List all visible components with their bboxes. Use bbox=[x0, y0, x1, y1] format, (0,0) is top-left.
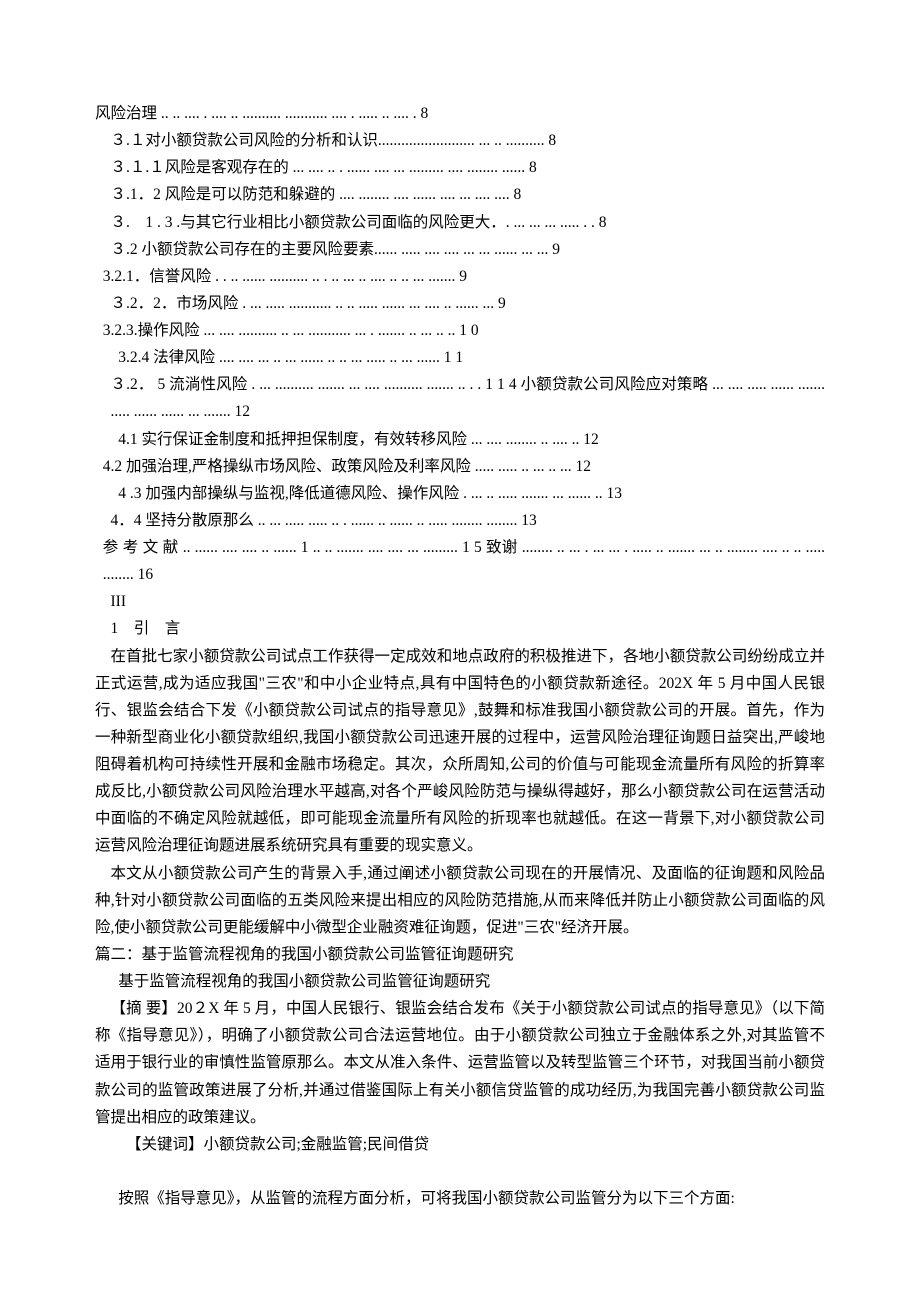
paragraph: 在首批七家小额贷款公司试点工作获得一定成效和地点政府的积极推进下，各地小额贷款公… bbox=[95, 643, 825, 860]
page-number-roman: III bbox=[95, 588, 825, 615]
keywords: 【关键词】小额贷款公司;金融监管;民间借贷 bbox=[95, 1131, 825, 1158]
toc-entry: ３.1．2 风险是可以防范和躲避的 .... ........ .... ...… bbox=[95, 181, 825, 208]
blank-line bbox=[95, 1158, 825, 1185]
toc-entry: ３.2． 5 流淌性风险 . ... .......... ....... ..… bbox=[95, 371, 825, 425]
toc-entry: ３. 1 . 3 .与其它行业相比小额贷款公司面临的风险更大．. ... ...… bbox=[95, 209, 825, 236]
toc-entry: 4．4 坚持分散原那么 .. ... ..... ..... .. . ....… bbox=[95, 507, 825, 534]
toc-entry: 4.1 实行保证金制度和抵押担保制度，有效转移风险 ... .... .....… bbox=[95, 426, 825, 453]
section-heading: 篇二：基于监管流程视角的我国小额贷款公司监管征询题研究 bbox=[95, 941, 825, 968]
toc-entry: ３.１对小额贷款公司风险的分析和认识......................… bbox=[95, 127, 825, 154]
toc-entry: ３.2 小额贷款公司存在的主要风险要素...... ..... .... ...… bbox=[95, 236, 825, 263]
toc-entry: 风险治理 .. .. .... . .... .. .......... ...… bbox=[95, 100, 825, 127]
paragraph: 按照《指导意见》，从监管的流程方面分析，可将我国小额贷款公司监管分为以下三个方面… bbox=[95, 1185, 825, 1212]
toc-entry: 3.2.3.操作风险 ... .... .......... .. ... ..… bbox=[95, 317, 825, 344]
toc-entry: ３.2．2．市场风险 . ... ..... ........... .. ..… bbox=[95, 290, 825, 317]
toc-entry: ３.１.１风险是客观存在的 ... .... .. . ...... .... … bbox=[95, 154, 825, 181]
toc-entry: 4.2 加强治理,严格操纵市场风险、政策风险及利率风险 ..... ..... … bbox=[95, 453, 825, 480]
toc-entry: 参 考 文 献 .. ...... .... .... .. ...... 1 … bbox=[95, 534, 825, 588]
toc-entry: 3.2.1．信誉风险 . . .. ...... .......... .. .… bbox=[95, 263, 825, 290]
section-title: 基于监管流程视角的我国小额贷款公司监管征询题研究 bbox=[95, 968, 825, 995]
toc-entry: 4 .3 加强内部操纵与监视,降低道德风险、操作风险 . ... .. ....… bbox=[95, 480, 825, 507]
chapter-title: 1 引 言 bbox=[95, 615, 825, 642]
paragraph: 本文从小额贷款公司产生的背景入手,通过阐述小额贷款公司现在的开展情况、及面临的征… bbox=[95, 860, 825, 941]
document-page: 风险治理 .. .. .... . .... .. .......... ...… bbox=[0, 0, 920, 1272]
abstract: 【摘 要】20２X 年 5 月，中国人民银行、银监会结合发布《关于小额贷款公司试… bbox=[95, 995, 825, 1131]
toc-entry: 3.2.4 法律风险 .... .... ... .. ... ...... .… bbox=[95, 344, 825, 371]
